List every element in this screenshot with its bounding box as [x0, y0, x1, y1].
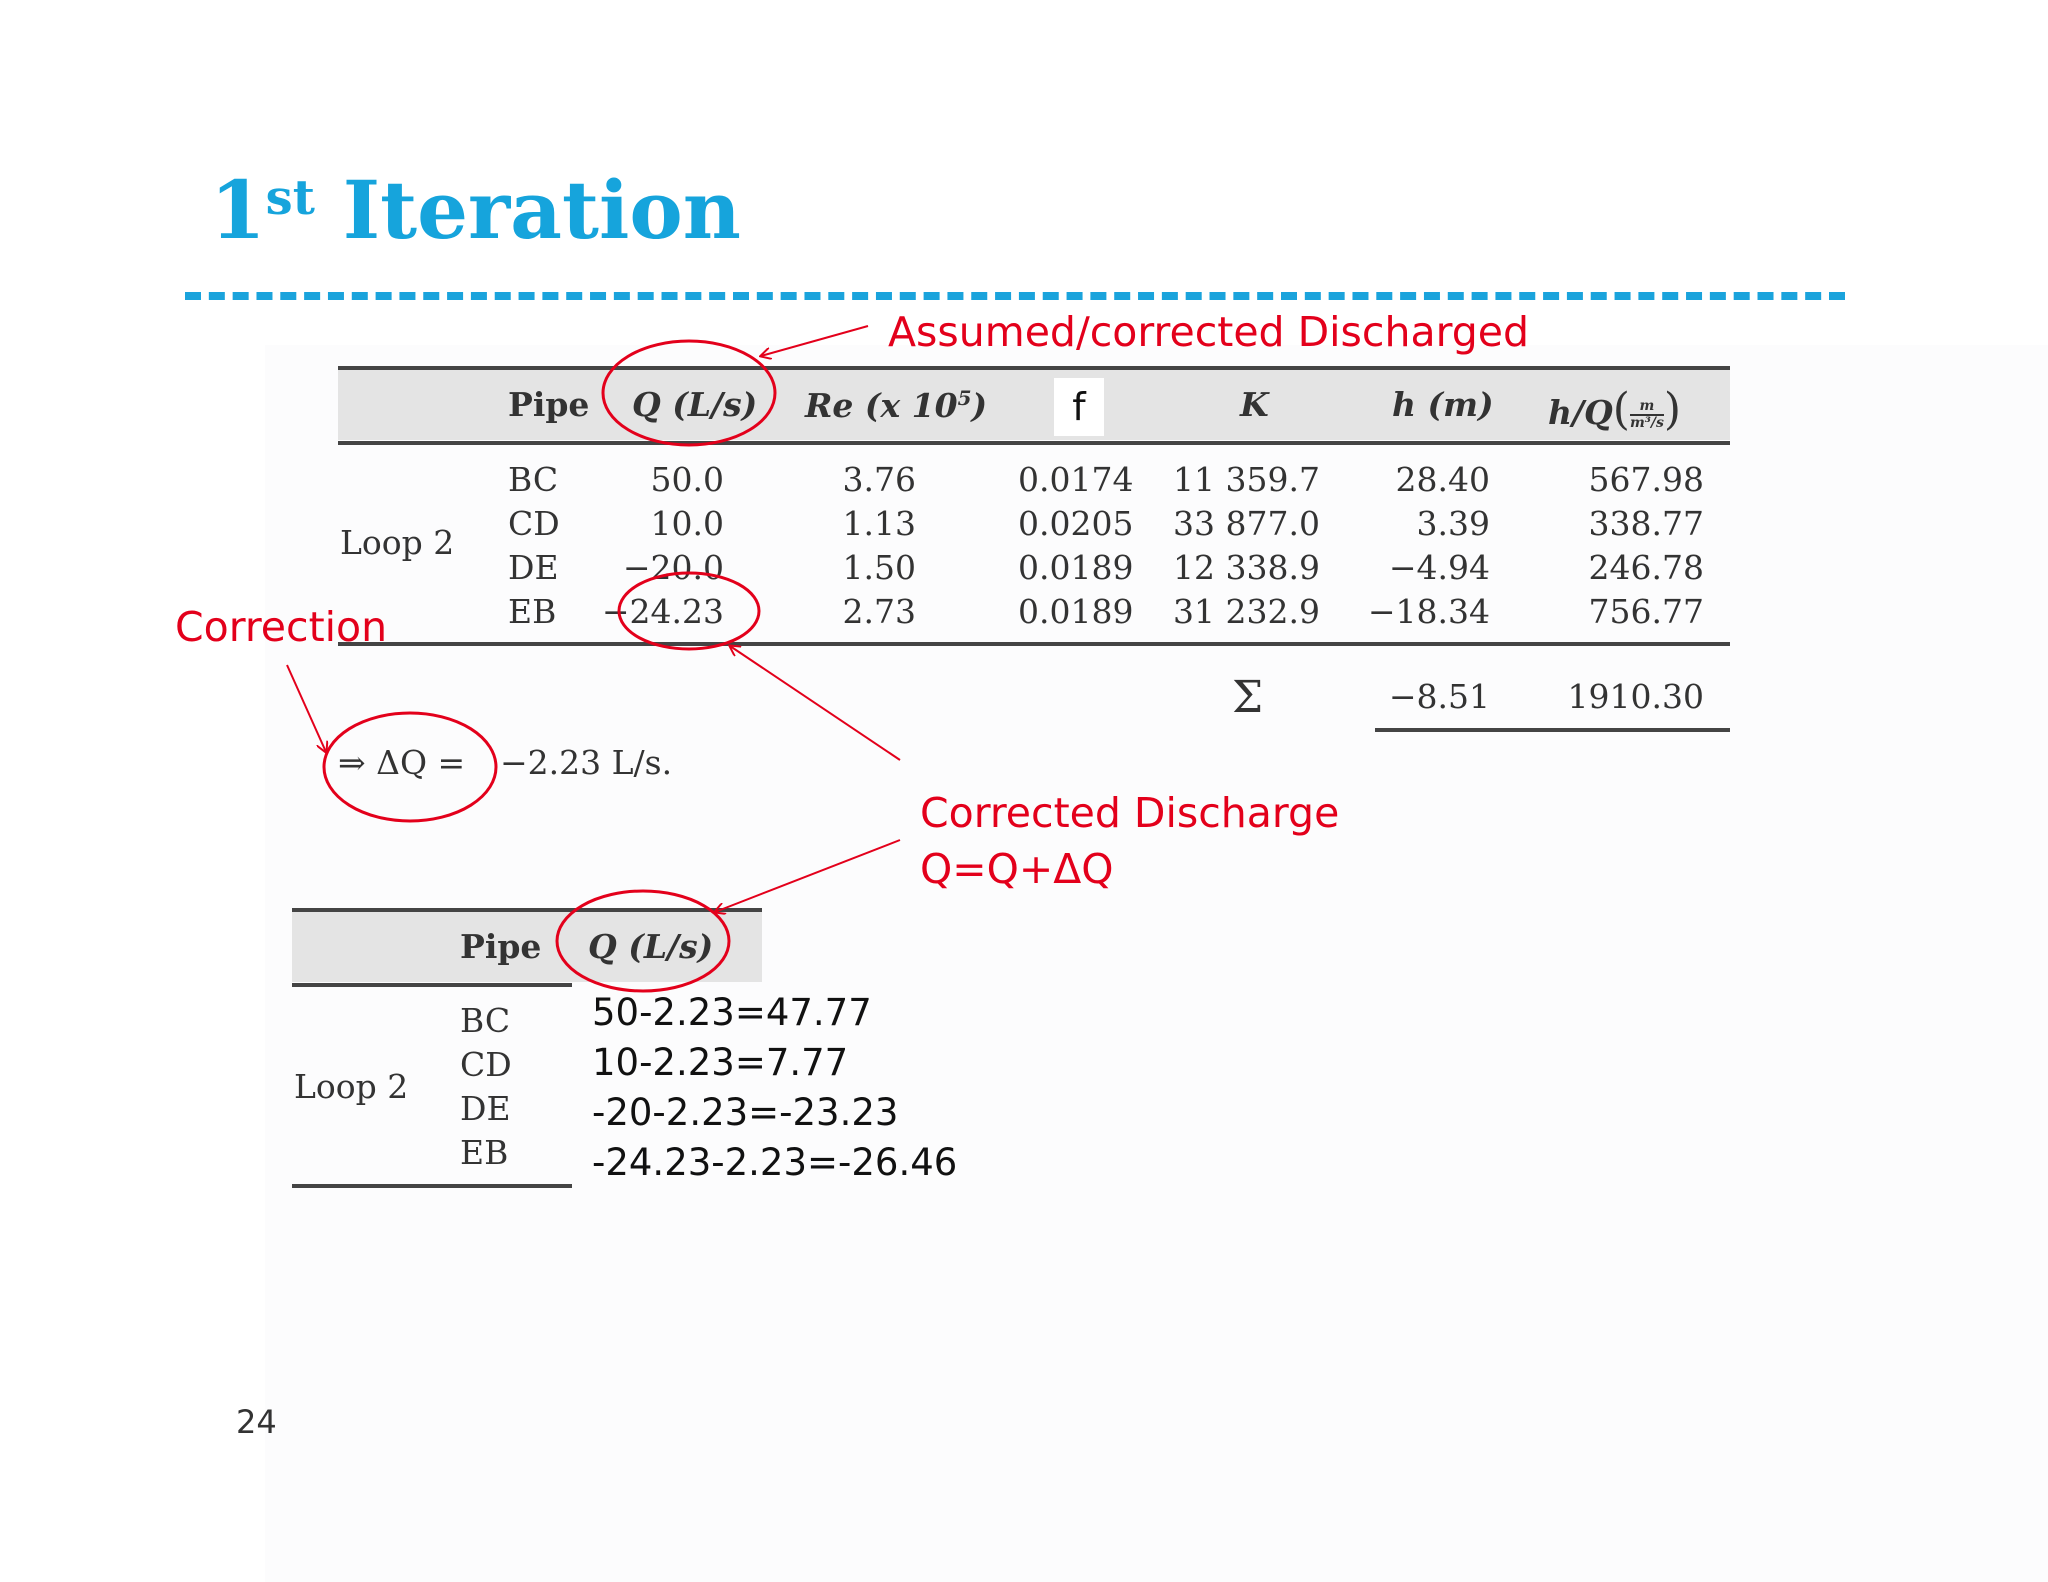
table2-header-rule	[292, 983, 572, 987]
sum-symbol: Σ	[1232, 672, 1264, 723]
page-number: 24	[236, 1403, 277, 1441]
corrected-q-calc: -20-2.23=-23.23	[592, 1091, 899, 1134]
table2-top-rule	[292, 908, 762, 912]
sum-rule	[1375, 728, 1730, 732]
row-k: 33 877.0	[1173, 504, 1320, 543]
row-h: 3.39	[1416, 504, 1490, 543]
corrected-q-calc: -24.23-2.23=-26.46	[592, 1141, 958, 1184]
correction-annotation: Correction	[175, 603, 388, 651]
header-hq: h/Q(m m³/s)	[1548, 384, 1682, 435]
table2-pipe: EB	[460, 1133, 509, 1172]
table2-loop-label: Loop 2	[294, 1067, 409, 1106]
row-k: 12 338.9	[1173, 548, 1320, 587]
row-q: 50.0	[650, 460, 724, 499]
delta-q-value: −2.23 L/s.	[500, 743, 673, 782]
table2-pipe: CD	[460, 1045, 512, 1084]
table2-pipe: BC	[460, 1001, 511, 1040]
row-h: −4.94	[1388, 548, 1490, 587]
row-q: −24.23	[601, 592, 724, 631]
row-f: 0.0205	[1018, 504, 1134, 543]
row-f: 0.0174	[1018, 460, 1134, 499]
sum-h: −8.51	[1388, 677, 1490, 716]
row-re: 3.76	[842, 460, 916, 499]
row-pipe: EB	[508, 592, 557, 631]
row-pipe: CD	[508, 504, 560, 543]
row-k: 11 359.7	[1173, 460, 1320, 499]
row-q: 10.0	[650, 504, 724, 543]
table2-header-q: Q (L/s)	[588, 927, 714, 966]
row-f: 0.0189	[1018, 548, 1134, 587]
table-header-rule	[338, 441, 1730, 445]
title-superscript: st	[265, 170, 315, 226]
header-f: f	[1054, 378, 1104, 436]
row-re: 2.73	[842, 592, 916, 631]
header-k: K	[1240, 385, 1269, 424]
title-number: 1	[210, 163, 266, 257]
table2-header-pipe: Pipe	[460, 927, 542, 966]
title-text: Iteration	[314, 163, 741, 257]
header-re: Re (x 105)	[805, 386, 988, 425]
table-header-band	[338, 370, 1730, 440]
row-f: 0.0189	[1018, 592, 1134, 631]
assumed-discharge-annotation: Assumed/corrected Discharged	[888, 308, 1529, 356]
row-re: 1.13	[842, 504, 916, 543]
row-hq: 246.78	[1588, 548, 1704, 587]
title-divider	[185, 292, 1845, 300]
corrected-discharge-formula: Q=Q+ΔQ	[920, 845, 1114, 893]
row-h: −18.34	[1367, 592, 1490, 631]
header-h: h (m)	[1392, 385, 1494, 424]
slide-title: 1st Iteration	[210, 170, 741, 250]
delta-q-lhs: ⇒ ΔQ =	[338, 743, 466, 782]
row-q: −20.0	[622, 548, 724, 587]
row-hq: 756.77	[1588, 592, 1704, 631]
row-hq: 338.77	[1588, 504, 1704, 543]
header-q: Q (L/s)	[632, 385, 758, 424]
table-body-rule	[338, 642, 1730, 646]
header-pipe: Pipe	[508, 385, 590, 424]
loop-label: Loop 2	[340, 523, 455, 562]
row-hq: 567.98	[1588, 460, 1704, 499]
row-pipe: BC	[508, 460, 559, 499]
corrected-q-calc: 10-2.23=7.77	[592, 1041, 849, 1084]
corrected-discharge-annotation: Corrected Discharge	[920, 789, 1340, 837]
row-pipe: DE	[508, 548, 559, 587]
table2-bottom-rule	[292, 1184, 572, 1188]
row-h: 28.40	[1395, 460, 1490, 499]
sum-hq: 1910.30	[1567, 677, 1704, 716]
table-top-rule	[338, 366, 1730, 370]
corrected-q-calc: 50-2.23=47.77	[592, 991, 872, 1034]
table2-pipe: DE	[460, 1089, 511, 1128]
row-k: 31 232.9	[1173, 592, 1320, 631]
row-re: 1.50	[842, 548, 916, 587]
